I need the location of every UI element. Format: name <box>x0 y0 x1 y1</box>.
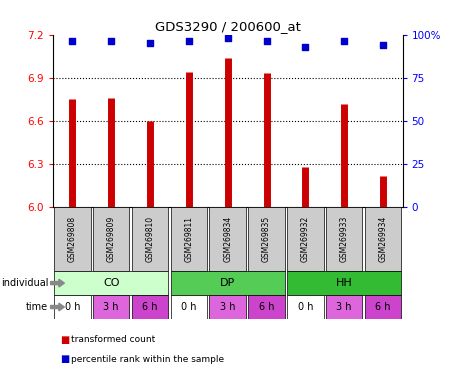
Text: 0 h: 0 h <box>181 302 196 312</box>
Text: GSM269934: GSM269934 <box>378 216 387 262</box>
Text: individual: individual <box>1 278 48 288</box>
Bar <box>54 207 90 271</box>
Title: GDS3290 / 200600_at: GDS3290 / 200600_at <box>154 20 300 33</box>
Point <box>107 38 115 45</box>
Text: GSM269810: GSM269810 <box>145 216 154 262</box>
Bar <box>248 295 284 319</box>
Bar <box>54 295 90 319</box>
Text: 6 h: 6 h <box>375 302 390 312</box>
Bar <box>286 295 323 319</box>
Text: ■: ■ <box>60 354 69 364</box>
Text: 3 h: 3 h <box>336 302 351 312</box>
Bar <box>93 295 129 319</box>
Text: time: time <box>26 302 48 312</box>
Bar <box>325 207 362 271</box>
Text: 6 h: 6 h <box>142 302 157 312</box>
Text: GSM269809: GSM269809 <box>106 216 115 262</box>
Bar <box>131 207 168 271</box>
Bar <box>170 207 207 271</box>
Point <box>301 44 308 50</box>
Text: GSM269811: GSM269811 <box>184 216 193 262</box>
Bar <box>170 295 207 319</box>
Point <box>185 38 192 45</box>
Text: transformed count: transformed count <box>71 335 155 344</box>
Point <box>68 38 76 45</box>
Text: GSM269932: GSM269932 <box>300 216 309 262</box>
Bar <box>54 271 168 295</box>
Text: CO: CO <box>103 278 119 288</box>
Bar <box>248 207 284 271</box>
Text: 6 h: 6 h <box>258 302 274 312</box>
Point <box>379 42 386 48</box>
Point <box>340 38 347 45</box>
Text: GSM269834: GSM269834 <box>223 216 232 262</box>
Text: HH: HH <box>335 278 352 288</box>
Bar <box>364 207 400 271</box>
Bar <box>170 271 284 295</box>
Text: GSM269808: GSM269808 <box>67 216 77 262</box>
Text: 3 h: 3 h <box>103 302 119 312</box>
Point <box>224 35 231 41</box>
Bar <box>325 295 362 319</box>
Text: 0 h: 0 h <box>297 302 313 312</box>
Bar <box>364 295 400 319</box>
Bar <box>286 207 323 271</box>
Text: DP: DP <box>219 278 235 288</box>
Text: 0 h: 0 h <box>64 302 80 312</box>
Bar <box>131 295 168 319</box>
Point <box>146 40 153 46</box>
Text: percentile rank within the sample: percentile rank within the sample <box>71 354 224 364</box>
Point <box>262 38 269 45</box>
Bar <box>209 207 246 271</box>
Text: ■: ■ <box>60 335 69 345</box>
Bar <box>209 295 246 319</box>
Text: GSM269835: GSM269835 <box>262 216 270 262</box>
Text: 3 h: 3 h <box>219 302 235 312</box>
Bar <box>286 271 400 295</box>
Bar <box>93 207 129 271</box>
Text: GSM269933: GSM269933 <box>339 216 348 262</box>
